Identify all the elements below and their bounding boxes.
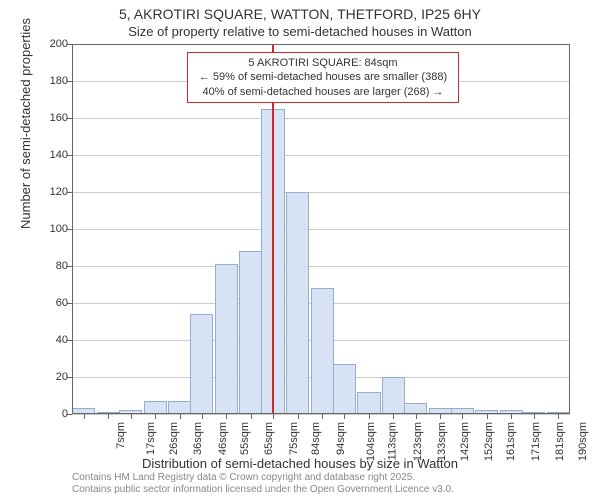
y-tick-label: 120 — [28, 186, 68, 198]
x-tick-label: 7sqm — [115, 422, 127, 449]
y-tick-label: 40 — [28, 334, 68, 346]
x-tick-label: 55sqm — [239, 422, 251, 455]
y-tick-label: 140 — [28, 149, 68, 161]
x-tick-label: 46sqm — [217, 422, 229, 455]
x-tick-label: 26sqm — [168, 422, 180, 455]
y-tick-label: 100 — [28, 223, 68, 235]
x-tick-label: 65sqm — [263, 422, 275, 455]
y-tick-label: 0 — [28, 408, 68, 420]
gridline — [72, 414, 570, 415]
y-tick-label: 80 — [28, 260, 68, 272]
y-tick-label: 20 — [28, 371, 68, 383]
chart-title-address: 5, AKROTIRI SQUARE, WATTON, THETFORD, IP… — [0, 6, 600, 22]
y-tick-label: 60 — [28, 297, 68, 309]
axis-border — [72, 44, 570, 414]
chart-subtitle: Size of property relative to semi-detach… — [0, 24, 600, 39]
x-tick-label: 36sqm — [192, 422, 204, 455]
x-tick-label: 94sqm — [335, 422, 347, 455]
y-tick-label: 180 — [28, 75, 68, 87]
x-axis-label: Distribution of semi-detached houses by … — [0, 456, 600, 471]
y-tick-label: 160 — [28, 112, 68, 124]
footer-line2: Contains public sector information licen… — [72, 484, 454, 496]
x-tick-label: 17sqm — [145, 422, 157, 455]
y-tick-label: 200 — [28, 38, 68, 50]
chart-container: 5, AKROTIRI SQUARE, WATTON, THETFORD, IP… — [0, 0, 600, 500]
footer-line1: Contains HM Land Registry data © Crown c… — [72, 472, 454, 484]
x-tick-label: 84sqm — [310, 422, 322, 455]
x-tick-label: 75sqm — [288, 422, 300, 455]
footer-attribution: Contains HM Land Registry data © Crown c… — [72, 472, 454, 496]
plot-area: 7sqm17sqm26sqm36sqm46sqm55sqm65sqm75sqm8… — [72, 44, 570, 414]
x-tick-label: 113sqm — [387, 422, 399, 460]
